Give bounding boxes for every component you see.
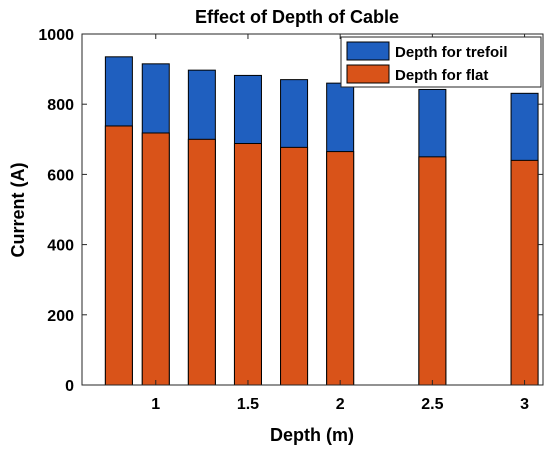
y-tick-label: 400 <box>47 238 74 255</box>
legend: Depth for trefoil Depth for flat <box>340 36 542 88</box>
bars-group <box>104 56 539 386</box>
bar-flat-4 <box>280 146 309 386</box>
y-axis-label: Current (A) <box>8 163 28 258</box>
bar-flat-7 <box>510 159 539 386</box>
bar-flat-1 <box>141 132 170 386</box>
x-tick-label: 1.5 <box>237 396 259 413</box>
bar-flat-0 <box>104 125 133 386</box>
chart-title: Effect of Depth of Cable <box>195 7 399 27</box>
x-tick-label: 1 <box>151 396 160 413</box>
x-tick-label: 2.5 <box>421 396 443 413</box>
y-tick-label: 800 <box>47 97 74 114</box>
bar-flat-6 <box>418 156 447 386</box>
x-axis-label: Depth (m) <box>270 425 354 445</box>
x-tick-label: 2 <box>336 396 345 413</box>
legend-swatch <box>346 64 390 84</box>
bar-flat-2 <box>187 138 216 386</box>
y-tick-label: 0 <box>65 378 74 395</box>
y-tick-label: 1000 <box>38 27 74 44</box>
plot-frame <box>81 33 544 386</box>
bar-flat-5 <box>326 151 355 386</box>
x-tick-label: 3 <box>520 396 529 413</box>
y-axis: 0 200 400 600 800 1000 <box>38 27 543 395</box>
y-tick-label: 600 <box>47 167 74 184</box>
legend-swatch <box>346 41 390 61</box>
bar-flat-3 <box>233 143 262 386</box>
y-tick-label: 200 <box>47 308 74 325</box>
x-axis: 1 1.5 2 2.5 3 <box>151 34 529 413</box>
legend-entry: Depth for flat <box>395 67 488 84</box>
legend-entry: Depth for trefoil <box>395 44 508 61</box>
